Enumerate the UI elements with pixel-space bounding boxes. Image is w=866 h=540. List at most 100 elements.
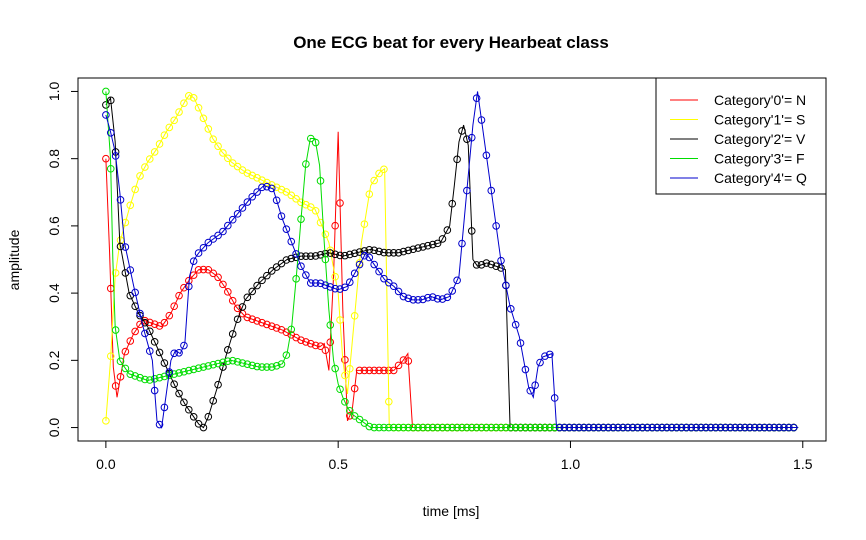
- data-point: [345, 406, 354, 415]
- data-point: [272, 263, 281, 271]
- data-point: [277, 259, 286, 268]
- data-point: [243, 198, 252, 206]
- data-point: [331, 284, 339, 293]
- y-tick-label: 1.0: [46, 82, 62, 102]
- data-point: [389, 282, 398, 291]
- data-point: [272, 196, 281, 205]
- data-point: [331, 250, 339, 259]
- y-axis: 0.0 0.2 0.4 0.6 0.8 1.0: [46, 82, 78, 437]
- data-point: [336, 285, 344, 293]
- data-point: [209, 235, 217, 243]
- data-point: [131, 327, 139, 336]
- y-tick-label: 0.8: [46, 149, 62, 169]
- data-point: [677, 423, 686, 432]
- data-point: [726, 423, 735, 432]
- data-point: [102, 154, 110, 163]
- data-point: [160, 403, 169, 412]
- x-tick-label: 1.0: [561, 456, 581, 472]
- data-point: [458, 127, 466, 135]
- data-point: [350, 384, 359, 393]
- legend-label: Category'0'= N: [714, 92, 806, 108]
- data-point: [326, 249, 335, 257]
- data-point: [345, 411, 354, 420]
- data-point: [365, 253, 374, 262]
- data-point: [214, 273, 222, 282]
- series-line: [105, 91, 799, 429]
- data-point: [175, 389, 183, 398]
- data-point: [297, 336, 305, 344]
- data-point: [604, 423, 613, 432]
- data-point: [521, 365, 530, 374]
- data-point: [228, 215, 237, 224]
- data-point: [165, 311, 174, 320]
- data-point: [531, 423, 539, 432]
- data-point: [297, 215, 305, 223]
- x-axis-label: time [ms]: [423, 503, 480, 519]
- data-point: [385, 278, 393, 287]
- data-point: [326, 283, 335, 291]
- data-point: [502, 281, 510, 290]
- data-point: [189, 413, 198, 421]
- data-point: [165, 123, 174, 132]
- data-point: [253, 317, 261, 325]
- data-point: [380, 165, 388, 174]
- data-point: [180, 341, 188, 350]
- data-point: [209, 397, 217, 405]
- data-point: [385, 397, 393, 406]
- data-point: [731, 423, 739, 432]
- data-point: [555, 423, 564, 432]
- data-point: [180, 99, 188, 108]
- data-point: [448, 423, 457, 432]
- data-point: [321, 255, 330, 264]
- data-point: [194, 249, 203, 257]
- data-point: [619, 423, 627, 432]
- data-point: [365, 422, 374, 431]
- data-point: [272, 183, 281, 192]
- data-point: [497, 256, 505, 265]
- data-point: [428, 240, 437, 249]
- data-point: [321, 281, 330, 289]
- data-point: [204, 412, 213, 421]
- data-point: [765, 423, 774, 432]
- data-point: [697, 423, 705, 432]
- data-point: [224, 221, 232, 230]
- data-point: [546, 423, 554, 432]
- data-point: [233, 315, 242, 324]
- data-point: [389, 248, 398, 257]
- data-point: [145, 376, 154, 384]
- data-point: [253, 174, 261, 182]
- data-point: [224, 154, 232, 163]
- data-point: [204, 265, 213, 274]
- data-point: [102, 417, 110, 425]
- data-point: [341, 283, 349, 292]
- series-4: [102, 91, 799, 432]
- data-point: [370, 176, 378, 185]
- data-point: [341, 356, 349, 364]
- data-point: [341, 251, 349, 260]
- data-point: [121, 243, 130, 251]
- data-point: [463, 135, 471, 143]
- data-point: [380, 366, 388, 375]
- data-point: [311, 252, 320, 260]
- data-point: [614, 423, 622, 432]
- data-point: [458, 239, 466, 248]
- data-point: [482, 259, 491, 267]
- data-point: [746, 423, 754, 432]
- data-point: [389, 423, 398, 432]
- data-point: [189, 257, 198, 265]
- data-point: [487, 260, 496, 269]
- data-point: [550, 394, 559, 402]
- data-point: [258, 363, 266, 371]
- data-point: [170, 349, 178, 358]
- legend: Category'0'= N Category'1'= S Category'2'=…: [655, 77, 827, 195]
- data-point: [404, 357, 413, 365]
- data-point: [253, 281, 261, 290]
- data-point: [667, 423, 676, 432]
- data-point: [565, 423, 574, 432]
- data-point: [248, 361, 257, 370]
- data-point: [106, 352, 115, 360]
- data-point: [658, 423, 666, 432]
- data-point: [253, 362, 261, 371]
- data-point: [170, 370, 178, 378]
- data-point: [258, 318, 266, 327]
